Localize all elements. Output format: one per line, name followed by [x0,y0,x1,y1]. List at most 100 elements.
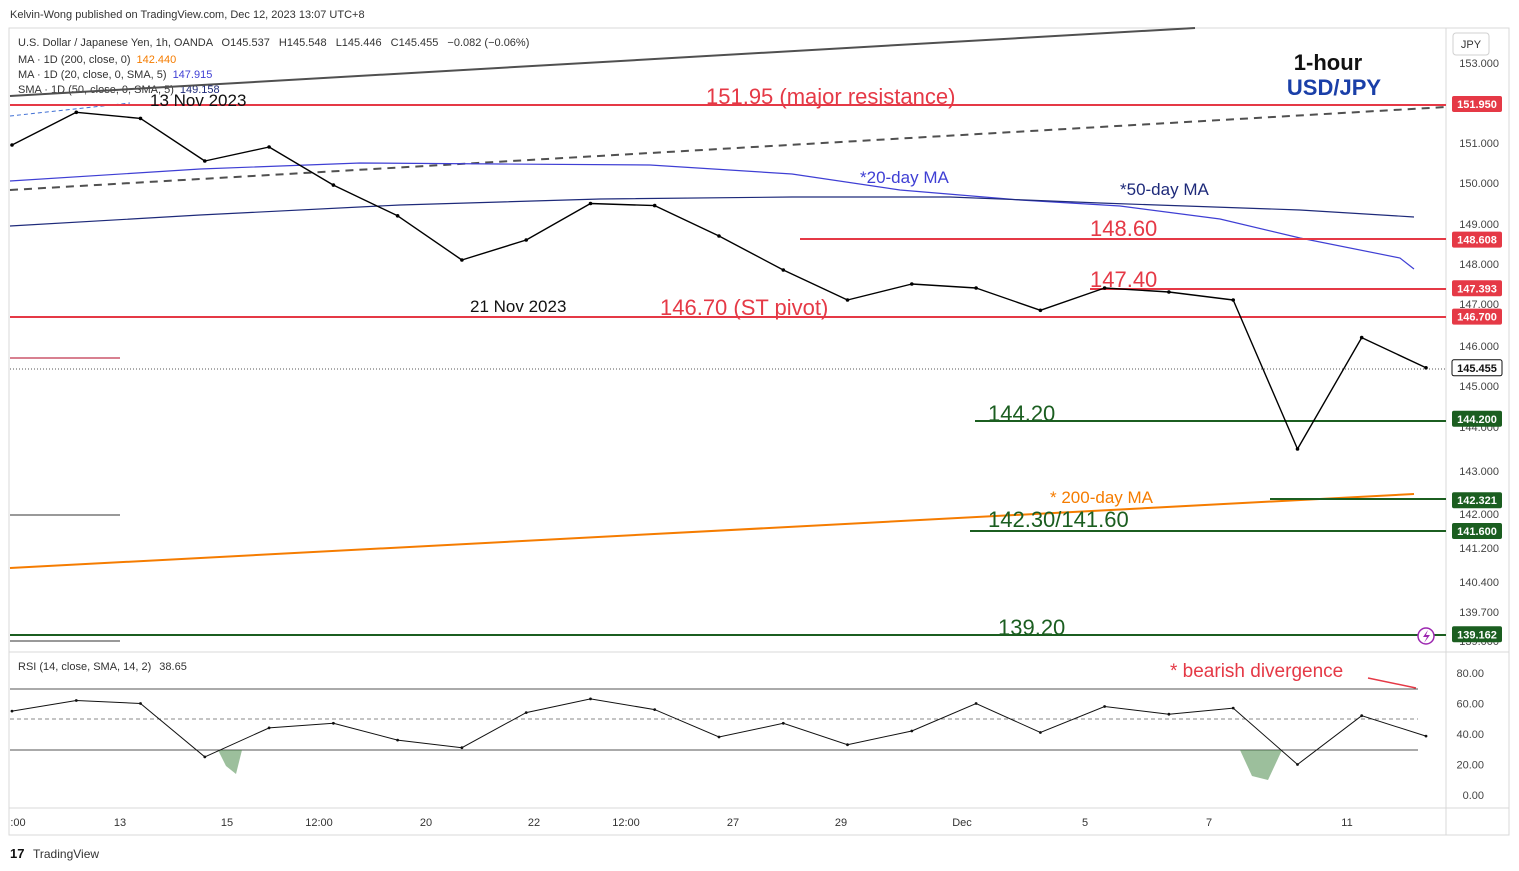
time-axis[interactable]: :00 13 15 12:00 20 22 12:00 27 29 Dec 5 7 11 [10,817,1352,829]
svg-text:139.162: 139.162 [1457,629,1497,641]
rsi-point [974,702,978,705]
indicator-legend-item: MA · 1D (200, close, 0) 142.440 [18,54,176,66]
price-tick-label: 146.000 [1459,341,1499,353]
price-point [203,159,207,163]
chart-title-symbol: USD/JPY [1287,75,1381,100]
price-label-support: 144.200 [1452,410,1502,427]
svg-text:142.321: 142.321 [1457,495,1497,507]
lower-dashed-trendline [9,106,1447,191]
rsi-tick-label: 20.00 [1456,760,1484,772]
rsi-axis: 80.00 60.00 40.00 20.00 0.00 [1456,668,1484,802]
price-tick-label: 153.000 [1459,58,1499,70]
rsi-point [1231,706,1235,710]
price-point [845,298,850,302]
currency-box[interactable] [1452,32,1490,56]
price-point [1167,290,1171,294]
publish-line: Kelvin-Wong published on TradingView.com… [10,9,365,21]
price-point [910,282,914,286]
price-point [138,116,143,121]
price-point [781,268,786,272]
upper-trendline [9,27,1196,97]
svg-text:148.608: 148.608 [1457,235,1497,247]
lightning-icon[interactable] [1417,627,1435,645]
price-point [460,258,464,262]
annotation-146-70: 146.70 (ST pivot) [660,295,828,320]
indicator-legend: MA · 1D (200, close, 0) 142.440 MA · 1D (2… [18,54,220,96]
price-series-line [11,111,1427,450]
chart-frame [8,27,1510,836]
price-point [10,143,14,147]
time-tick-label: 5 [1082,817,1088,829]
svg-text:145.455: 145.455 [1457,363,1497,375]
rsi-point [10,709,14,713]
indicator-legend-item: MA · 1D (20, close, 0, SMA, 5) 147.915 [18,69,212,81]
price-label-support: 141.600 [1452,523,1502,539]
time-tick-label: 11 [1341,817,1352,829]
ma20-line [9,162,1415,270]
rsi-point [1296,763,1299,766]
svg-text:141.600: 141.600 [1457,526,1497,538]
price-point [331,183,336,187]
price-tick-label: 150.000 [1459,178,1499,190]
rsi-point [653,708,657,711]
chart-title-timeframe: 1-hour [1294,50,1363,75]
price-tick-label: 151.000 [1459,138,1499,150]
divergence-line [1367,677,1417,689]
price-tick-label: 139.700 [1459,607,1499,619]
rsi-point [589,697,592,701]
rsi-tick-label: 80.00 [1456,668,1484,680]
price-points [10,110,1428,451]
price-tick-label: 147.000 [1459,299,1499,311]
price-tick-label: 148.000 [1459,259,1499,271]
price-tick-label: 140.400 [1459,577,1499,589]
price-point [1231,298,1235,302]
time-tick-label: 7 [1206,817,1212,829]
rsi-point [1167,712,1171,716]
rsi-point [267,726,271,730]
rsi-tick-label: 0.00 [1463,790,1484,802]
rsi-point [1360,714,1364,718]
currency-label: JPY [1461,39,1482,51]
rsi-point [846,743,849,747]
price-point [1102,286,1107,290]
rsi-point [1039,731,1042,734]
price-point [974,286,978,290]
time-tick-label: :00 [10,817,25,829]
annotation-13-nov: 13 Nov 2023 [150,91,246,110]
price-point [524,238,528,242]
annotation-144-20: 144.20 [988,401,1055,426]
svg-text:147.393: 147.393 [1457,283,1497,295]
rsi-oversold-fill-1 [218,750,242,774]
price-label-support: 142.321 [1452,492,1502,509]
rsi-oversold-fill-2 [1240,750,1282,780]
time-tick-label: 27 [727,817,739,829]
annotation-bearish-divergence: * bearish divergence [1170,661,1343,682]
rsi-point [203,755,207,759]
annotation-ma200: * 200-day MA [1050,488,1154,507]
rsi-legend: RSI (14, close, SMA, 14, 2) 38.65 [18,661,187,673]
price-axis[interactable]: 153.000152.000151.000150.000149.000148.0… [1459,58,1499,648]
price-tick-label: 143.000 [1459,466,1499,478]
price-point [1359,335,1364,340]
rsi-point [460,746,464,750]
price-point [395,214,400,218]
annotation-148-60: 148.60 [1090,216,1157,241]
tradingview-logo[interactable]: 17 TradingView [10,846,99,861]
price-point [1295,447,1300,451]
price-label-resistance: 151.950 [1452,96,1502,113]
time-tick-label: Dec [952,817,972,829]
time-tick-label: 29 [835,817,847,829]
rsi-point [524,711,528,714]
annotation-major-resistance: 151.95 (major resistance) [706,84,955,109]
svg-text:17: 17 [10,846,24,861]
annotation-ma20: *20-day MA [860,168,949,187]
time-tick-label: 12:00 [612,817,640,829]
ma200-line [9,493,1415,569]
annotation-142-30: 142.30/141.60 [988,507,1129,532]
price-point [652,203,657,208]
price-point [74,110,79,115]
time-tick-label: 15 [221,817,233,829]
rsi-point [1424,734,1428,738]
annotation-ma50: *50-day MA [1120,180,1209,199]
